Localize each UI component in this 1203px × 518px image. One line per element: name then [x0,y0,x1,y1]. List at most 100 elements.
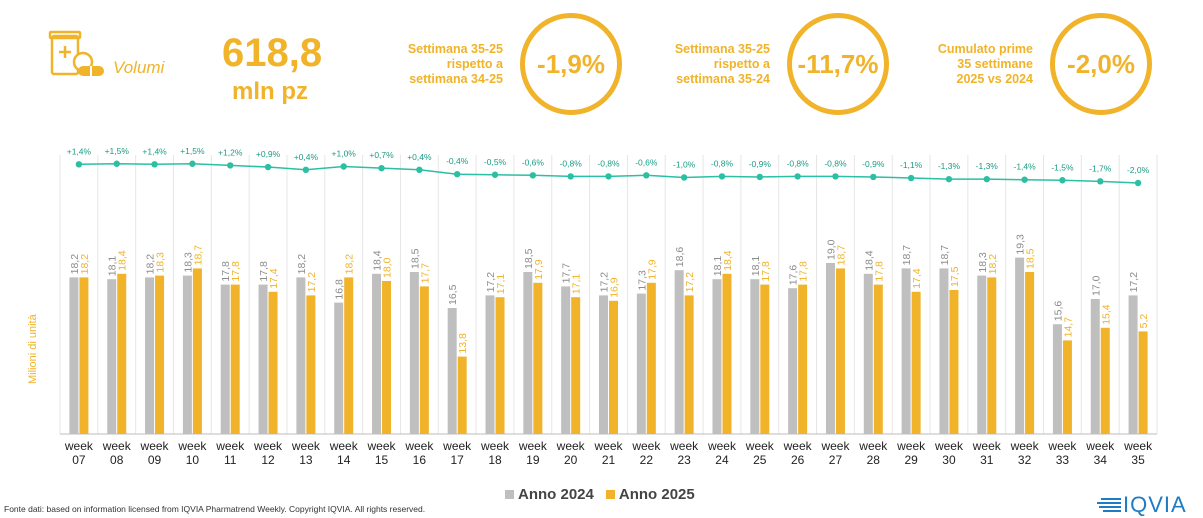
bar-2024 [258,284,268,434]
data-label-2025: 18,0 [382,257,394,278]
bar-2025 [684,295,694,434]
x-tick-label: 20 [564,453,578,467]
cumulative-change-label: -1,3% [976,161,999,171]
cumulative-change-label: +1,5% [105,146,130,156]
x-tick-label: week [291,439,321,453]
data-label-2025: 18,2 [344,254,356,275]
bar-2025 [155,275,165,434]
bar-2025 [1100,327,1110,434]
cumulative-change-label: -0,8% [597,158,620,168]
bar-2024 [1015,257,1025,434]
x-tick-label: week [783,439,813,453]
bar-2024 [674,270,684,434]
bar-2025 [1062,340,1072,434]
cumulative-change-label: -2,0% [1127,165,1150,175]
data-label-2024: 16,5 [447,284,459,305]
data-label-2024: 18,2 [296,254,308,275]
x-tick-label: week [177,439,207,453]
data-label-2024: 17,3 [636,270,648,291]
x-tick-label: 17 [451,453,465,467]
data-label-2024: 18,4 [863,250,875,271]
bar-2024 [1128,295,1138,434]
bar-2025 [268,291,278,434]
y-axis-label: Milioni di unità [27,313,39,384]
cumulative-change-label: +1,4% [142,146,167,156]
data-label-2024: 18,1 [750,256,762,277]
cumulative-change-label: -1,0% [673,160,696,170]
data-label-2024: 17,8 [220,261,232,282]
data-label-2024: 17,6 [788,265,800,286]
cumulative-change-point [567,173,574,180]
x-tick-label: week [631,439,661,453]
data-label-2025: 17,8 [798,261,810,282]
data-label-2024: 16,8 [334,279,346,300]
data-label-2024: 17,2 [1128,272,1140,293]
cumulative-change-point [491,171,499,178]
cumulative-change-point [189,160,196,167]
bar-2025 [609,300,618,434]
cumulative-change-label: +0,4% [294,152,319,162]
cumulative-change-label: +0,4% [407,152,432,162]
cumulative-change-label: +1,4% [67,146,92,156]
data-label-2025: 18,4 [117,250,129,271]
x-tick-label: 14 [337,453,351,467]
x-tick-label: week [367,439,397,453]
cumulative-change-label: +1,2% [218,147,243,157]
kpi-1-circle: -1,9% [520,13,622,115]
bar-2025 [1138,331,1148,434]
x-tick-label: 18 [488,453,502,467]
data-label-2025: 17,1 [571,274,583,295]
data-label-2024: 18,4 [372,250,384,271]
cumulative-change-label: -0,6% [635,157,658,167]
bar-2024 [901,268,911,434]
data-label-2024: 17,8 [258,261,270,282]
cumulative-change-point [453,171,461,178]
x-tick-label: week [1010,439,1040,453]
legend-swatch-2024 [505,490,514,499]
x-tick-label: 26 [791,453,805,467]
pills-box-icon [48,30,108,82]
x-tick-label: 27 [829,453,843,467]
x-tick-label: week [707,439,737,453]
data-label-2025: 18,2 [987,254,999,275]
x-tick-label: 23 [677,453,691,467]
data-label-2025: 18,7 [835,245,847,266]
bar-2024 [523,272,533,434]
x-tick-label: 24 [715,453,729,467]
bar-2024 [69,277,79,434]
bar-2024 [447,308,457,434]
bar-2024 [939,268,949,434]
logo-text: IQVIA [1123,492,1187,517]
data-label-2025: 14,7 [1062,317,1074,338]
data-label-2024: 17,0 [1090,275,1102,296]
x-tick-label: 19 [526,453,540,467]
x-tick-label: week [858,439,888,453]
data-label-2024: 18,7 [939,245,951,266]
x-tick-label: week [329,439,359,453]
cumulative-change-label: -0,4% [446,156,469,166]
cumulative-change-point [1021,176,1028,183]
bar-2024 [636,293,646,434]
x-tick-label: 13 [299,453,313,467]
x-tick-label: week [253,439,283,453]
bar-2024 [863,273,873,434]
x-tick-label: week [102,439,132,453]
bar-2024 [485,295,495,434]
cumulative-change-label: -1,3% [938,161,961,171]
bar-2024 [1052,324,1062,434]
weekly-volume-chart: Milioni di unità18,218,2week0718,118,4we… [27,146,1158,467]
bar-2025 [382,281,392,434]
legend-item-2024: Anno 2024 [505,486,594,503]
cumulative-change-point [794,173,801,180]
data-label-2025: 17,8 [760,261,772,282]
x-tick-label: 29 [904,453,918,467]
cumulative-change-point [756,173,764,181]
bar-2025 [230,284,240,434]
bar-2025 [117,273,127,434]
kpi-2-circle: -11,7% [787,13,889,115]
x-tick-label: week [896,439,926,453]
data-label-2025: 18,5 [1025,248,1037,269]
bar-2025 [344,277,354,434]
data-label-2024: 18,5 [409,248,421,269]
bar-2025 [835,268,845,434]
